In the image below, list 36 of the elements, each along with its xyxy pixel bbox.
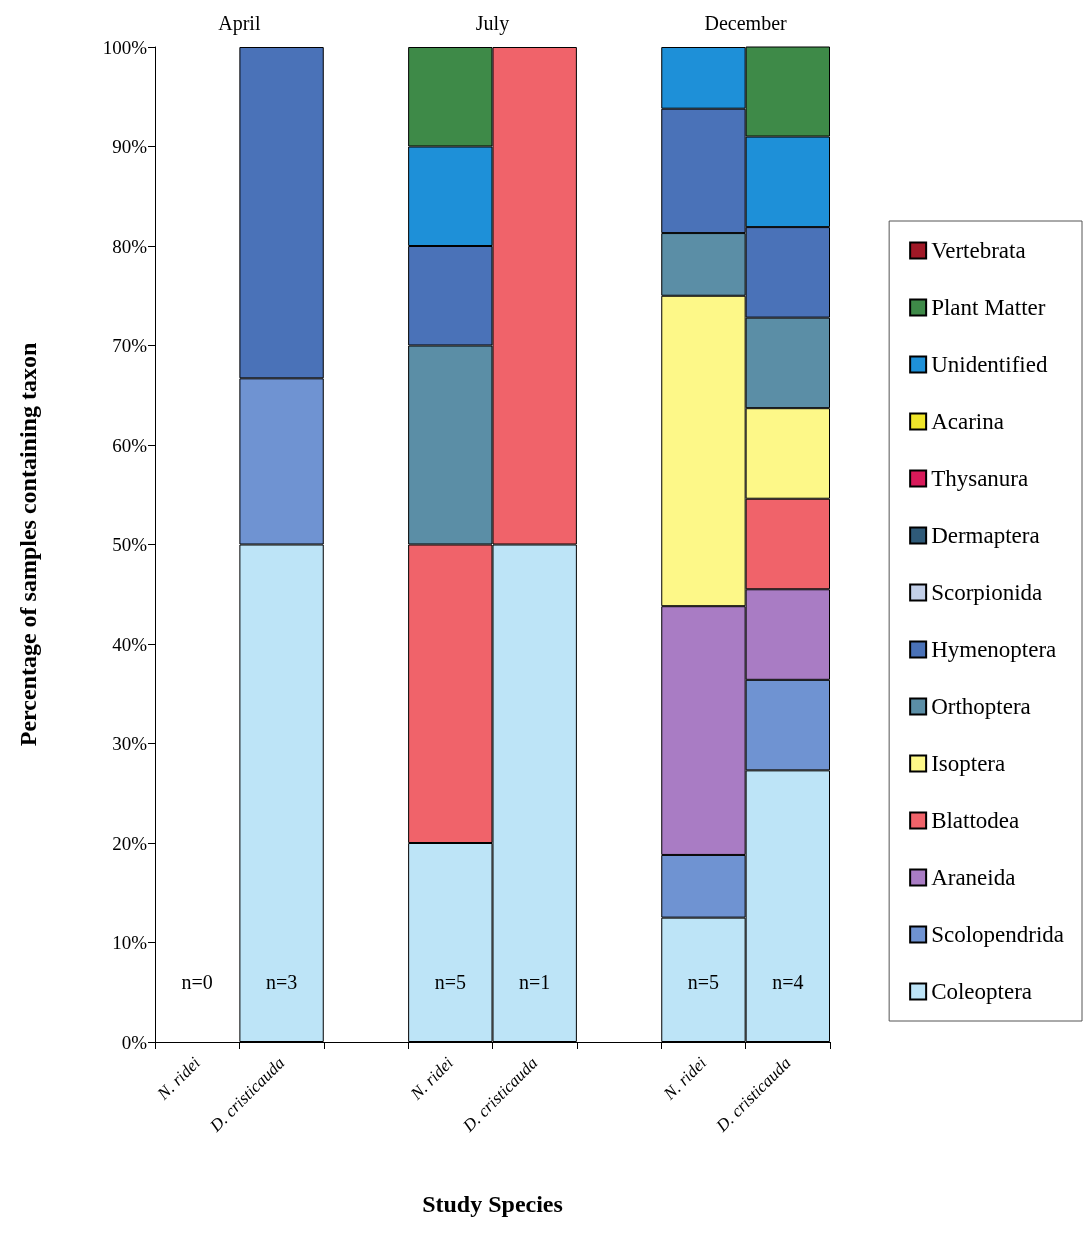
legend-label: Hymenoptera [931, 637, 1057, 662]
legend-label: Acarina [931, 409, 1004, 434]
annotation: n=0 [181, 971, 213, 994]
legend-label: Scolopendrida [931, 922, 1064, 947]
text: April [218, 12, 261, 35]
y-tick-label: 50% [112, 534, 148, 555]
legend-label: Orthoptera [931, 694, 1031, 719]
legend-label: Blattodea [931, 808, 1020, 833]
legend-label: Unidentified [931, 352, 1048, 377]
y-tick-label: 60% [112, 434, 148, 456]
y-tick-label: 10% [112, 932, 148, 953]
legend-label: Araneida [931, 865, 1016, 890]
y-tick-label: 90% [112, 136, 148, 157]
annotation: n=1 [519, 971, 551, 994]
legend-label: Dermaptera [931, 523, 1040, 548]
y-tick-label: 40% [112, 633, 148, 655]
annotation: n=3 [265, 971, 298, 994]
y-tick-label: 70% [112, 335, 148, 356]
legend-label: Isoptera [931, 751, 1006, 776]
text: July [475, 12, 510, 35]
legend-label: Plant Matter [931, 295, 1046, 320]
annotation: n=5 [434, 971, 466, 994]
legend-label: Vertebrata [931, 238, 1026, 263]
legend-label: Scorpionida [931, 580, 1043, 605]
y-axis-title: Percentage of samples containing taxon [15, 342, 41, 747]
y-tick-label: 100% [102, 36, 148, 58]
y-tick-label: 80% [112, 235, 148, 257]
y-tick-label: 20% [112, 832, 148, 854]
x-axis-title: Study Species [422, 1191, 563, 1217]
legend-label: Thysanura [931, 466, 1029, 491]
y-tick-label: 0% [121, 1031, 148, 1053]
y-tick-label: 30% [112, 733, 148, 754]
legend-label: Coleoptera [931, 979, 1033, 1004]
text: December [704, 12, 788, 34]
annotation: n=4 [772, 971, 804, 994]
annotation: n=5 [687, 971, 720, 994]
